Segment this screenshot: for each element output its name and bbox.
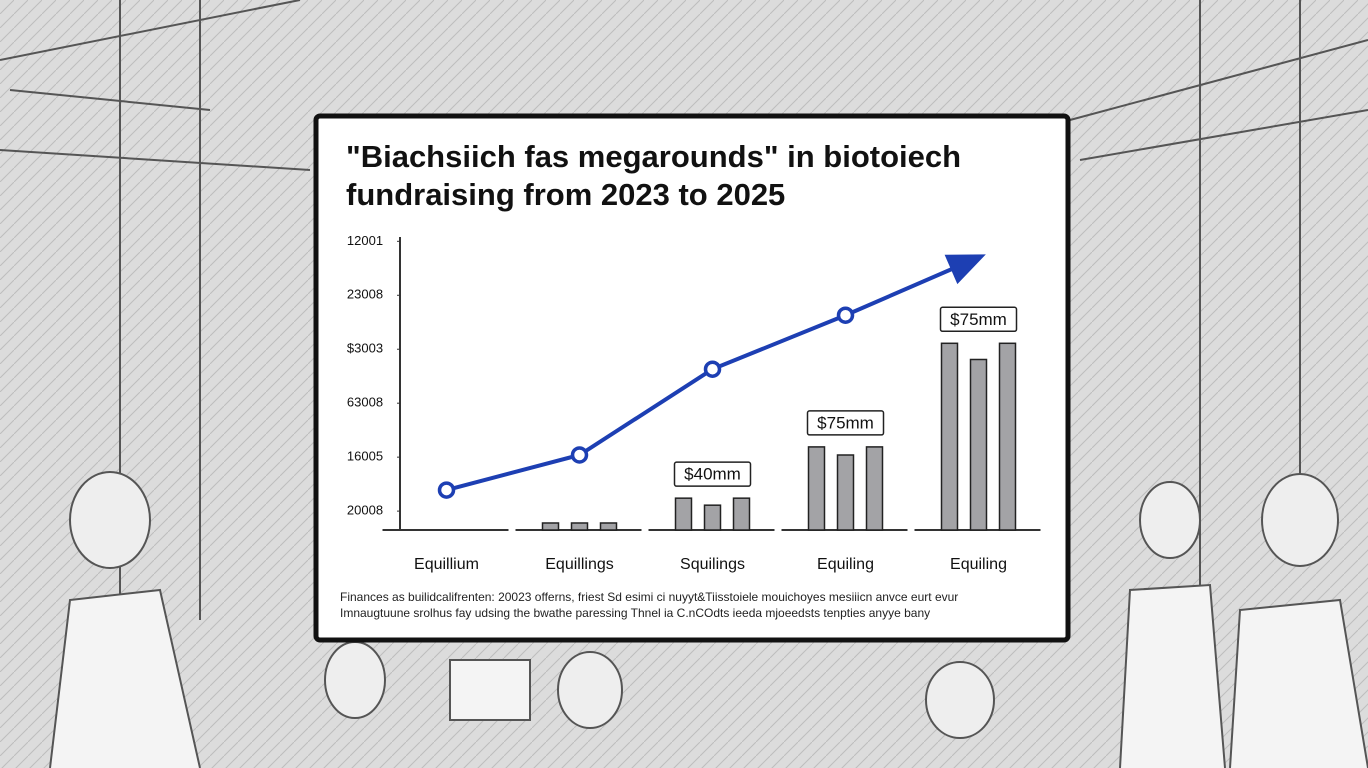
chart-title: "Biachsiich fas megarounds" in biotoiech… xyxy=(346,139,962,212)
y-tick-label: 12001 xyxy=(347,233,383,248)
bar xyxy=(836,454,855,531)
bar-label-box xyxy=(673,461,752,487)
trend-point xyxy=(836,306,855,324)
bar-label-box xyxy=(806,410,885,436)
footnote: Finances as builidcalifrenten: 20023 off… xyxy=(340,590,959,604)
trend-point xyxy=(437,481,456,499)
bar xyxy=(599,522,618,531)
bar-label: $75mm xyxy=(817,413,874,432)
trend-point xyxy=(703,360,722,378)
bar xyxy=(570,522,589,531)
trend-arrowhead xyxy=(944,254,986,285)
y-tick-label: $3003 xyxy=(347,341,383,356)
bar xyxy=(732,497,751,531)
bar xyxy=(865,446,884,531)
bar-label-box xyxy=(939,306,1018,333)
x-tick-label: Equiling xyxy=(950,556,1007,573)
y-tick-label: 16005 xyxy=(347,449,383,464)
x-tick-label: Squilings xyxy=(680,556,745,573)
bar xyxy=(969,358,988,531)
bar xyxy=(940,342,959,531)
bar xyxy=(998,342,1017,531)
footnote: Imnaugtuune srolhus fay udsing the bwath… xyxy=(340,606,931,620)
y-tick-label: 23008 xyxy=(347,287,383,302)
bar-label: $40mm xyxy=(684,465,741,484)
bar xyxy=(703,504,722,531)
bar xyxy=(674,497,693,531)
x-tick-label: Equillings xyxy=(545,556,613,573)
bar xyxy=(807,446,826,531)
y-tick-label: 63008 xyxy=(347,395,383,410)
bar-label: $75mm xyxy=(950,310,1007,329)
plot-area: 20008 16005 63008 $3003 23008 12001 Equillium E… xyxy=(347,233,1041,573)
x-tick-label: Equillium xyxy=(414,556,479,573)
bar xyxy=(541,522,560,531)
y-tick-label: 20008 xyxy=(347,503,383,518)
trend-point xyxy=(570,446,589,464)
x-tick-label: Equiling xyxy=(817,556,874,573)
